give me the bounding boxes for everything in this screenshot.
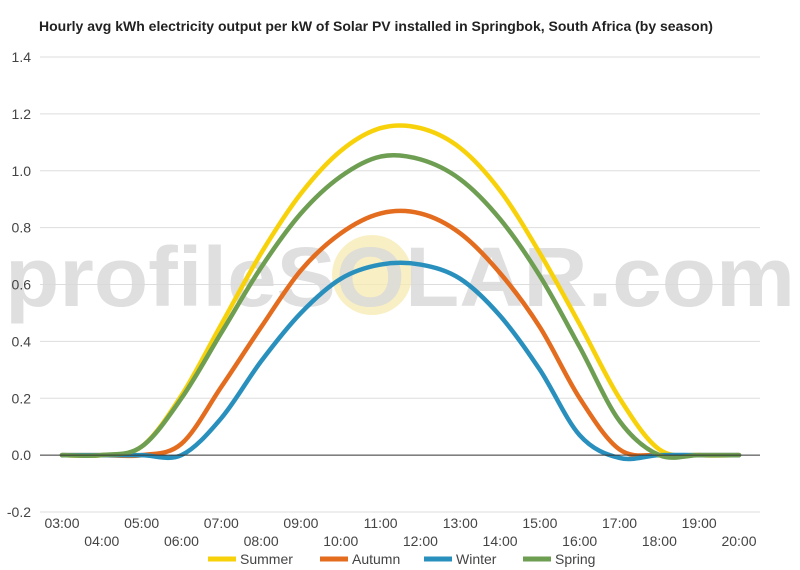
x-tick-label: 05:00 [124,515,159,531]
y-tick-label: 1.2 [12,106,32,122]
legend: Summer Autumn Winter Spring [208,551,595,567]
series-line-spring [59,152,742,460]
x-tick-label: 13:00 [443,515,478,531]
x-tick-label: 04:00 [84,533,119,549]
y-tick-label: 0.2 [12,390,32,406]
x-tick-label: 17:00 [602,515,637,531]
y-tick-label: 0.8 [12,220,32,236]
chart-title: Hourly avg kWh electricity output per kW… [39,18,713,34]
legend-item-summer[interactable]: Summer [208,551,293,567]
x-tick-label: 09:00 [283,515,318,531]
y-axis-ticks: -0.2 0.0 0.2 0.4 0.6 0.8 1.0 1.2 1.4 [7,49,31,520]
legend-label: Summer [240,551,293,567]
legend-label: Winter [456,551,497,567]
x-tick-label: 06:00 [164,533,199,549]
legend-item-spring[interactable]: Spring [523,551,595,567]
x-tick-label: 20:00 [721,533,756,549]
y-tick-label: 0.4 [12,333,32,349]
x-tick-label: 07:00 [204,515,239,531]
x-tick-label: 14:00 [483,533,518,549]
watermark: profileSOLAR.com [5,230,795,324]
x-tick-label: 10:00 [323,533,358,549]
watermark-sun-icon [332,235,412,315]
x-tick-label: 11:00 [364,515,398,531]
y-tick-label: 1.0 [12,163,32,179]
x-tick-label: 18:00 [642,533,677,549]
y-tick-label: 0.6 [12,277,32,293]
x-tick-label: 16:00 [562,533,597,549]
watermark-text: profileSOLAR.com [5,230,795,324]
legend-item-winter[interactable]: Winter [424,551,497,567]
x-tick-label: 12:00 [403,533,438,549]
y-tick-label: 0.0 [12,447,32,463]
y-tick-label: 1.4 [12,49,32,65]
x-tick-label: 08:00 [244,533,279,549]
x-tick-label: 03:00 [44,515,79,531]
legend-item-autumn[interactable]: Autumn [320,551,400,567]
y-tick-label: -0.2 [7,504,31,520]
series-line-autumn [59,208,742,459]
x-tick-label: 15:00 [522,515,557,531]
x-tick-label: 19:00 [682,515,717,531]
legend-label: Spring [555,551,595,567]
legend-label: Autumn [352,551,400,567]
